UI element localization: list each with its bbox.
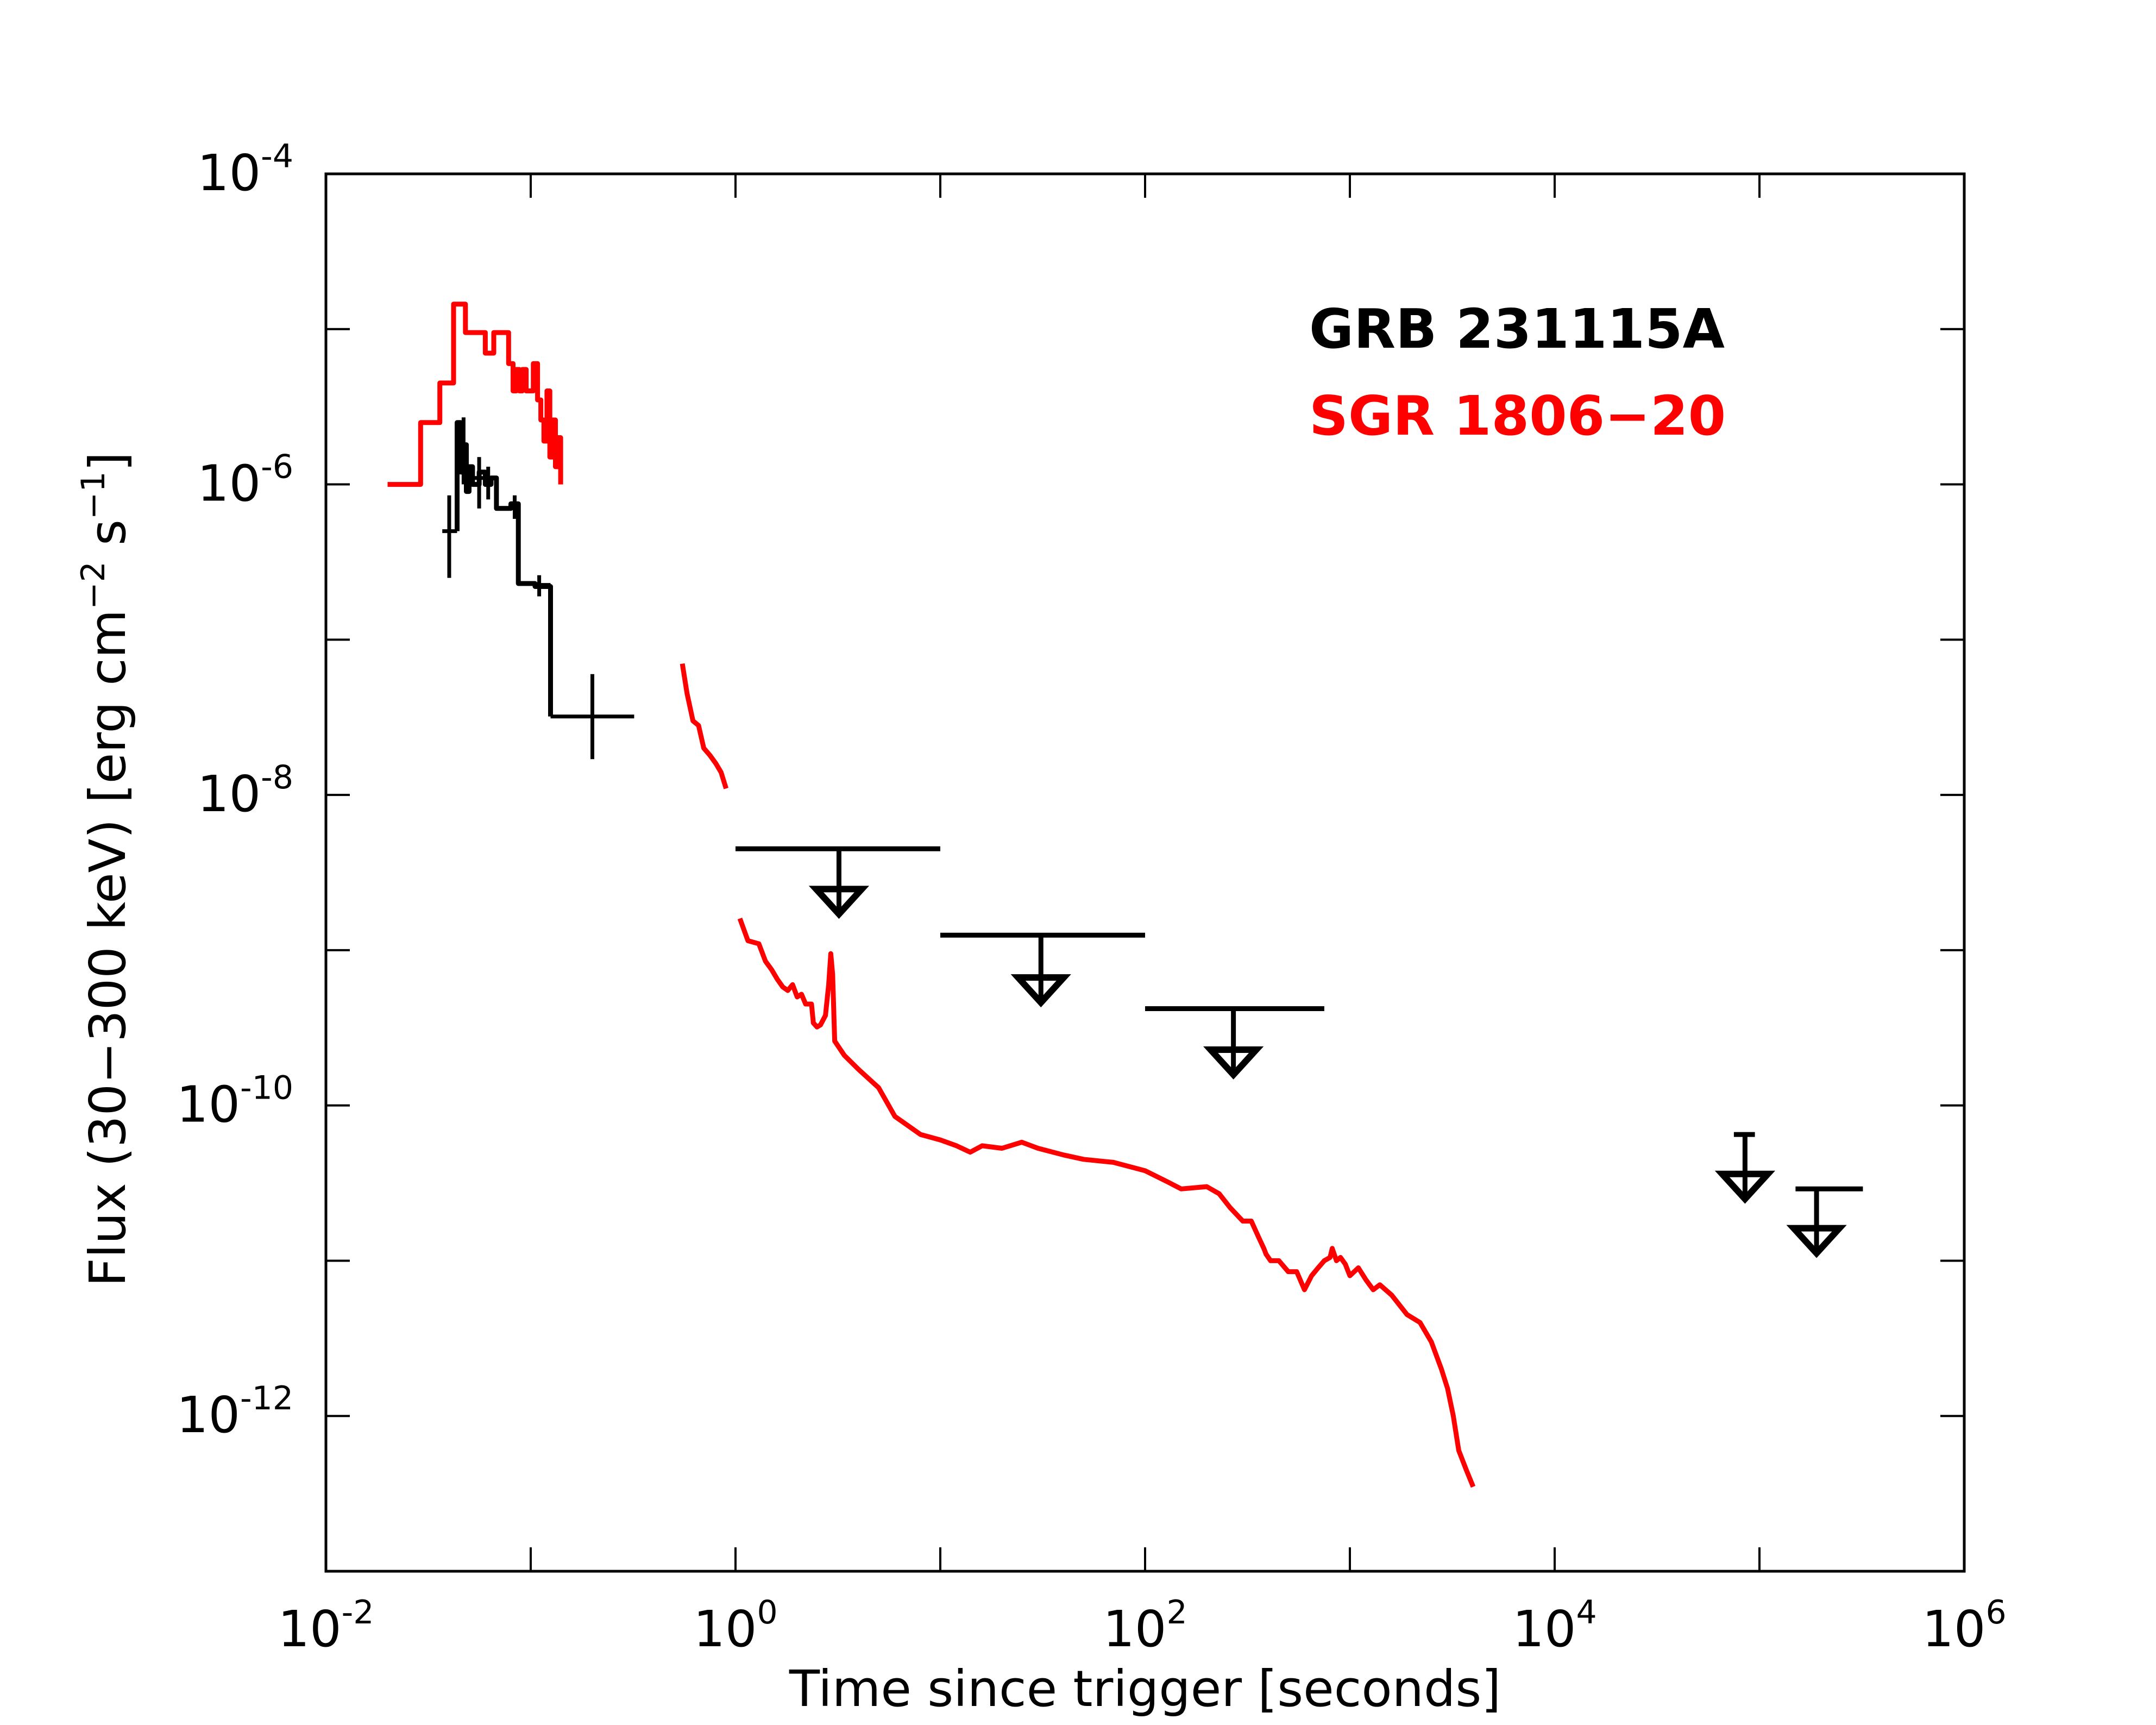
x-tick-label-base: 10 — [1103, 1600, 1166, 1658]
y-axis-title-suffix: ] — [79, 452, 137, 472]
y-tick-label-base: 10 — [197, 765, 261, 823]
legend: GRB 231115A SGR 1806−20 — [1309, 297, 1726, 448]
grb-data-point — [442, 495, 457, 578]
y-tick-label-exponent: -4 — [261, 137, 293, 175]
y-tick-label-exponent: -10 — [240, 1069, 293, 1107]
x-tick-label-base: 10 — [1512, 1600, 1576, 1658]
y-tick-label-exponent: -6 — [261, 448, 293, 486]
y-tick-label: 10-4 — [197, 137, 293, 202]
grb-data-point — [550, 674, 634, 760]
series-line-3 — [455, 420, 553, 717]
x-tick-label-base: 10 — [693, 1600, 757, 1658]
y-axis-title-sup1: −2 — [74, 561, 112, 609]
upper-limit-arrowhead — [1786, 1225, 1847, 1258]
series-line-0 — [387, 302, 563, 487]
upper-limit-arrowhead — [808, 886, 870, 919]
grb-data-point — [535, 575, 551, 597]
legend-entry-sgr: SGR 1806−20 — [1309, 384, 1726, 448]
grb-data-point — [461, 417, 467, 485]
upper-limit — [736, 846, 940, 919]
upper-limit-arrowhead — [1203, 1046, 1264, 1080]
y-axis-title-sup2: −1 — [74, 472, 112, 519]
y-tick-label-base: 10 — [177, 1076, 240, 1134]
grb-data-point — [511, 495, 519, 519]
upper-limit-arrowhead — [1714, 1170, 1775, 1204]
y-tick-label: 10-12 — [177, 1379, 293, 1444]
upper-limit — [940, 932, 1145, 1008]
x-tick-label: 100 — [693, 1594, 777, 1658]
y-tick-label: 10-8 — [197, 758, 293, 823]
upper-limit — [1145, 1006, 1324, 1080]
axis-ticks — [325, 173, 1965, 1572]
grb-data-point — [485, 466, 491, 500]
x-tick-label-exponent: 0 — [757, 1594, 777, 1632]
x-tick-label: 10-2 — [278, 1594, 374, 1658]
plot-frame — [324, 172, 1966, 1573]
x-tick-label-exponent: -2 — [342, 1594, 374, 1632]
series-line-1 — [680, 663, 728, 789]
y-tick-label-base: 10 — [197, 144, 261, 202]
y-tick-label-base: 10 — [197, 455, 261, 513]
upper-limit — [1786, 1186, 1863, 1258]
y-axis-title-prefix: Flux (30−300 keV) [erg cm — [79, 610, 137, 1287]
y-tick-label-base: 10 — [177, 1386, 240, 1444]
y-axis-title-mid: s — [79, 519, 137, 561]
x-tick-label-base: 10 — [278, 1600, 342, 1658]
x-tick-label: 102 — [1103, 1594, 1187, 1658]
x-tick-label-exponent: 6 — [1985, 1594, 2006, 1632]
y-axis-title: Flux (30−300 keV) [erg cm−2 s−1] — [74, 452, 137, 1287]
upper-limit — [1714, 1132, 1775, 1204]
y-tick-label-exponent: -8 — [261, 758, 293, 796]
grb-data-point — [472, 457, 486, 509]
x-tick-label-exponent: 2 — [1166, 1594, 1187, 1632]
x-tick-label-base: 10 — [1922, 1600, 1985, 1658]
x-tick-label-exponent: 4 — [1576, 1594, 1596, 1632]
plot-layer — [387, 302, 1863, 1488]
y-tick-label: 10-10 — [177, 1069, 293, 1134]
x-tick-label: 106 — [1922, 1594, 2006, 1658]
series-line-2 — [737, 918, 1476, 1488]
x-axis-title: Time since trigger [seconds] — [789, 1660, 1501, 1718]
legend-entry-grb: GRB 231115A — [1309, 297, 1725, 361]
y-tick-label-exponent: -12 — [240, 1379, 293, 1417]
upper-limit-arrowhead — [1010, 974, 1071, 1008]
x-tick-label: 104 — [1512, 1594, 1596, 1658]
y-tick-label: 10-6 — [197, 448, 293, 513]
